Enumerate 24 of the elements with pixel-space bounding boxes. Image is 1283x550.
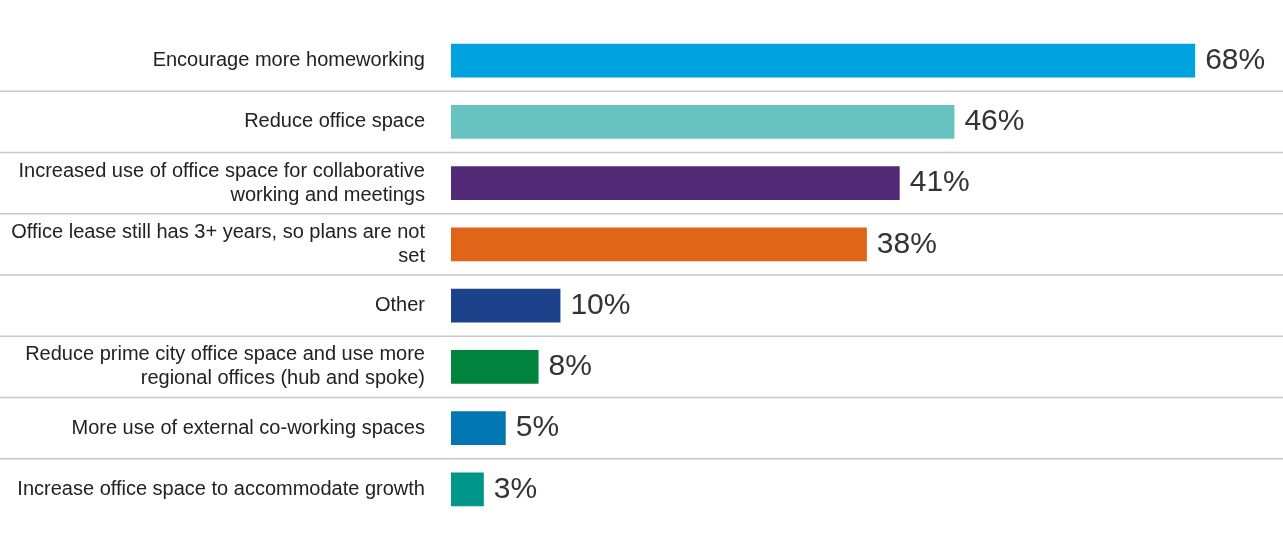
data-label: 38% (876, 225, 937, 259)
bar (451, 105, 955, 139)
y-tick-label: Other (374, 293, 426, 316)
y-tick-label: Increase office space to accommodate growth (17, 476, 425, 499)
data-label: 46% (964, 103, 1025, 137)
bar (451, 350, 539, 384)
y-tick-label: More use of external co-working spaces (71, 415, 425, 438)
data-label: 3% (493, 470, 538, 504)
bar (451, 472, 484, 507)
y-tick-label: Encourage more homeworking (152, 48, 425, 71)
bar (451, 227, 867, 262)
y-tick-label: Reduce prime city office space and use more regional offices (hub and spoke) (25, 342, 425, 389)
y-tick-label: Office lease still has 3+ years, so plans are not set (11, 219, 426, 266)
bar (451, 411, 506, 445)
data-label: 5% (515, 409, 560, 443)
bar (451, 43, 1196, 78)
y-tick-label: Increased use of office space for collaborative working and meetings (18, 158, 425, 205)
data-label: 10% (570, 286, 631, 320)
y-tick-label: Reduce office space (244, 109, 425, 132)
data-label: 68% (1205, 41, 1266, 75)
bar (451, 288, 561, 323)
bar (451, 166, 900, 200)
data-label: 8% (548, 348, 592, 382)
data-label: 41% (909, 164, 970, 198)
